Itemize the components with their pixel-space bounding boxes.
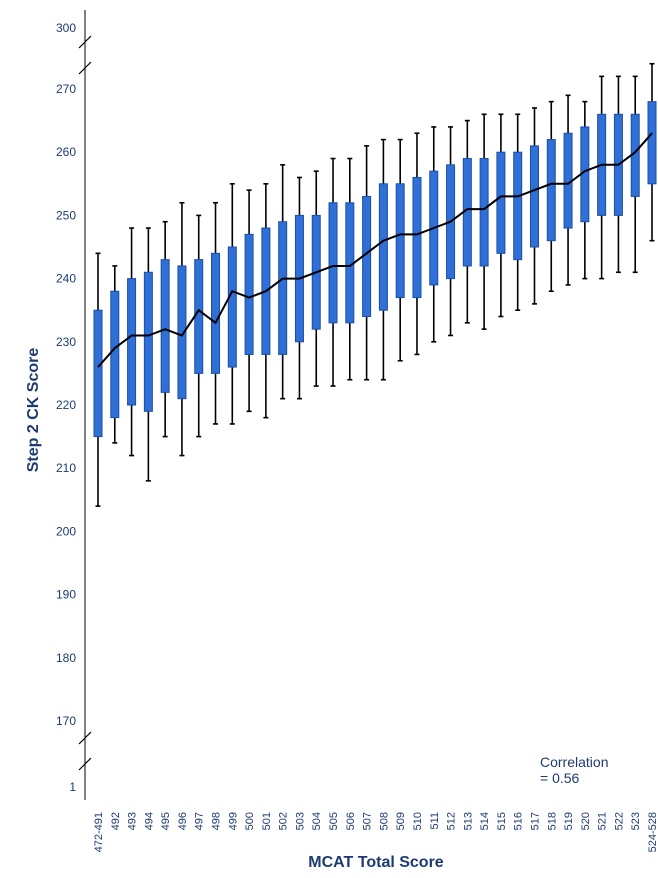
iqr-box	[110, 290, 120, 419]
iqr-box	[529, 145, 539, 248]
y-tick-label: 190	[56, 588, 76, 602]
iqr-box	[513, 151, 523, 261]
x-tick-label: 472-491	[93, 812, 105, 852]
iqr-box	[395, 183, 405, 299]
x-axis-title: MCAT Total Score	[308, 854, 444, 871]
x-tick-label: 515	[496, 812, 508, 830]
x-tick-label: 509	[395, 812, 407, 830]
iqr-box	[278, 221, 288, 355]
correlation-value: = 0.56	[540, 770, 580, 786]
y-tick-label: 240	[56, 272, 76, 286]
x-tick-label: 506	[345, 812, 357, 830]
x-tick-label: 522	[613, 812, 625, 830]
x-tick-label: 505	[328, 812, 340, 830]
boxes	[93, 101, 657, 438]
axis-break-mark	[78, 757, 92, 771]
y-tick-label: 270	[56, 82, 76, 96]
iqr-box	[160, 259, 170, 393]
x-tick-label: 503	[294, 812, 306, 830]
correlation-label: Correlation	[540, 754, 608, 770]
x-tick-label: 492	[110, 812, 122, 830]
iqr-box	[378, 183, 388, 311]
iqr-box	[127, 278, 137, 406]
y-axis-title: Step 2 CK Score	[25, 348, 42, 473]
median-trend-line	[97, 132, 653, 368]
x-tick-label: 497	[194, 812, 206, 830]
iqr-box	[244, 233, 254, 355]
iqr-box	[479, 158, 489, 267]
x-tick-label: 502	[278, 812, 290, 830]
axis-break-mark	[78, 35, 92, 49]
iqr-box	[328, 202, 338, 324]
x-tick-label: 512	[446, 812, 458, 830]
x-tick-label: 493	[127, 812, 139, 830]
x-tick-label: 520	[580, 812, 592, 830]
y-tick-label: 210	[56, 461, 76, 475]
y-tick-label: 200	[56, 524, 76, 538]
x-tick-label: 504	[311, 812, 323, 830]
y-tick-label: 220	[56, 398, 76, 412]
axis-break-mark	[78, 61, 92, 75]
iqr-box	[93, 309, 103, 438]
x-tick-label: 507	[362, 812, 374, 830]
x-tick-label: 523	[630, 812, 642, 830]
x-tick-label: 524-528	[647, 812, 658, 852]
y-tick-label: 180	[56, 651, 76, 665]
iqr-box	[412, 176, 422, 299]
x-tick-labels: 472-491 492 493 494 495 496 497 498 499 500 501 502…	[93, 812, 658, 852]
x-tick-label: 498	[211, 812, 223, 830]
x-tick-label: 496	[177, 812, 189, 830]
x-tick-label: 518	[546, 812, 558, 830]
iqr-box	[227, 246, 237, 368]
median-trend	[97, 132, 653, 368]
x-tick-label: 499	[227, 812, 239, 830]
x-tick-label: 521	[597, 812, 609, 830]
x-tick-label: 517	[529, 812, 541, 830]
iqr-box	[194, 259, 204, 374]
x-tick-label: 519	[563, 812, 575, 830]
x-tick-label: 500	[244, 812, 256, 830]
x-tick-label: 510	[412, 812, 424, 830]
iqr-box	[143, 271, 153, 412]
y-axis	[78, 10, 92, 800]
x-tick-label: 514	[479, 812, 491, 830]
iqr-box	[496, 151, 506, 254]
y-tick-label: 300	[56, 21, 76, 35]
axis-break-mark	[78, 731, 92, 745]
iqr-box	[177, 265, 187, 400]
x-tick-label: 513	[462, 812, 474, 830]
x-tick-label: 501	[261, 812, 273, 830]
iqr-box	[647, 101, 657, 185]
x-tick-label: 494	[143, 812, 155, 830]
x-tick-label: 508	[378, 812, 390, 830]
y-tick-label: 170	[56, 714, 76, 728]
x-tick-label: 495	[160, 812, 172, 830]
y-tick-label: 260	[56, 145, 76, 159]
iqr-box	[546, 139, 556, 242]
x-tick-label: 516	[513, 812, 525, 830]
y-tick-labels: 300 270 260 250 240 230 220 210 200 190 180 170 1	[56, 21, 76, 794]
iqr-box	[211, 252, 221, 374]
y-tick-label: 250	[56, 208, 76, 222]
y-tick-label: 1	[69, 780, 76, 794]
x-tick-label: 511	[429, 812, 441, 830]
y-tick-label: 230	[56, 335, 76, 349]
